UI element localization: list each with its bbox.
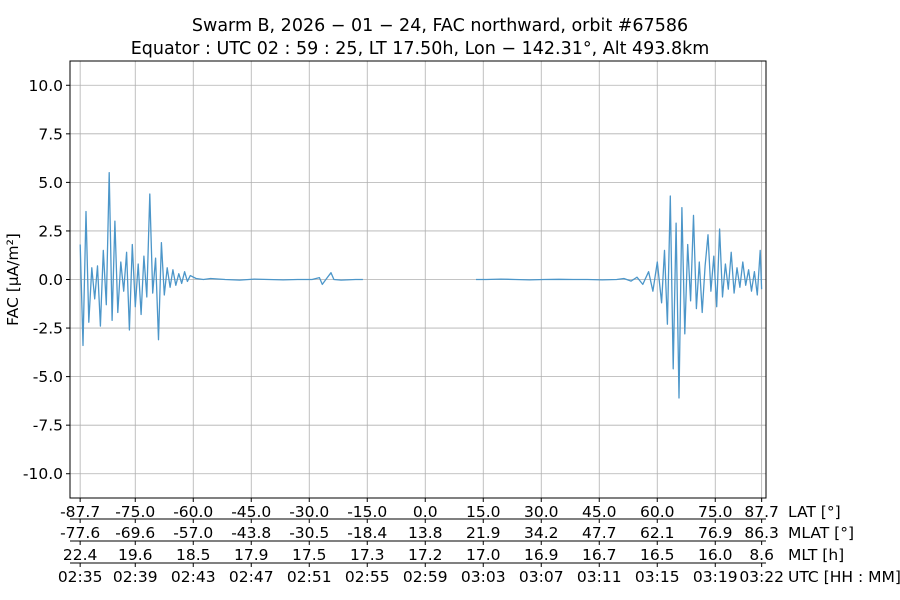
x-tick-label: -30.0 bbox=[289, 503, 329, 521]
x-tick-label: 62.1 bbox=[640, 524, 675, 542]
x-tick-label: -43.8 bbox=[231, 524, 271, 542]
x-axis-label: LAT [°] bbox=[788, 503, 841, 521]
y-tick-label: -7.5 bbox=[33, 417, 63, 435]
x-tick-label: 16.0 bbox=[698, 546, 733, 564]
x-tick-label: 02:59 bbox=[403, 568, 448, 586]
x-tick-label: 87.7 bbox=[744, 503, 779, 521]
y-tick-label: 10.0 bbox=[28, 77, 63, 95]
x-tick-label: 45.0 bbox=[582, 503, 617, 521]
x-tick-label: 03:07 bbox=[519, 568, 564, 586]
fac-series-line bbox=[79, 172, 363, 347]
x-tick-label: 03:15 bbox=[635, 568, 680, 586]
x-tick-label: -60.0 bbox=[173, 503, 213, 521]
x-tick-label: 76.9 bbox=[698, 524, 733, 542]
x-tick-label: 17.5 bbox=[292, 546, 327, 564]
x-tick-label: 02:43 bbox=[171, 568, 216, 586]
y-axis: -10.0 -7.5 -5.0 -2.5 0.0 2.5 5.0 7.5 10.0 bbox=[23, 77, 70, 483]
x-tick-label: 03:19 bbox=[693, 568, 738, 586]
x-tick-label: 03:03 bbox=[461, 568, 506, 586]
x-tick-label: 13.8 bbox=[408, 524, 443, 542]
x-tick-label: 22.4 bbox=[63, 546, 98, 564]
chart-title: Swarm B, 2026 − 01 − 24, FAC northward, … bbox=[192, 16, 688, 36]
x-tick-label: 30.0 bbox=[524, 503, 559, 521]
x-tick-label: 17.0 bbox=[466, 546, 501, 564]
x-tick-label: -75.0 bbox=[115, 503, 155, 521]
x-tick-label: 47.7 bbox=[582, 524, 617, 542]
x-tick-label: 21.9 bbox=[466, 524, 501, 542]
y-tick-label: 2.5 bbox=[38, 222, 63, 240]
x-tick-label: 03:22 bbox=[739, 568, 784, 586]
x-tick-label: -87.7 bbox=[60, 503, 100, 521]
x-tick-label: 15.0 bbox=[466, 503, 501, 521]
x-tick-label: -18.4 bbox=[347, 524, 387, 542]
x-tick-label: 17.9 bbox=[234, 546, 269, 564]
chart-subtitle: Equator : UTC 02 : 59 : 25, LT 17.50h, L… bbox=[131, 39, 710, 59]
x-tick-label: 02:55 bbox=[345, 568, 390, 586]
x-tick-label: -15.0 bbox=[347, 503, 387, 521]
x-tick-label: -57.0 bbox=[173, 524, 213, 542]
x-tick-label: 60.0 bbox=[640, 503, 675, 521]
x-tick-label: 16.9 bbox=[524, 546, 559, 564]
x-tick-label: -45.0 bbox=[231, 503, 271, 521]
x-tick-label: 0.0 bbox=[413, 503, 438, 521]
x-axis-label: MLT [h] bbox=[788, 546, 844, 564]
x-tick-label: 16.5 bbox=[640, 546, 675, 564]
x-tick-label: 16.7 bbox=[582, 546, 617, 564]
plot-area bbox=[79, 172, 763, 399]
x-tick-label: 34.2 bbox=[524, 524, 559, 542]
x-tick-label: 02:35 bbox=[58, 568, 103, 586]
x-axes: -87.7 -75.0 -60.0 -45.0 -30.0 -15.0 0.0 15.0 30.… bbox=[58, 497, 900, 586]
fac-series-line bbox=[476, 195, 763, 399]
y-tick-label: 5.0 bbox=[38, 174, 63, 192]
x-axis-label: MLAT [°] bbox=[788, 524, 854, 542]
y-tick-label: 7.5 bbox=[38, 125, 63, 143]
x-tick-label: 02:47 bbox=[229, 568, 274, 586]
y-tick-label: -10.0 bbox=[23, 465, 63, 483]
y-tick-label: 0.0 bbox=[38, 271, 63, 289]
x-tick-label: 18.5 bbox=[176, 546, 211, 564]
x-tick-label: 86.3 bbox=[744, 524, 779, 542]
x-tick-label: -69.6 bbox=[115, 524, 155, 542]
y-tick-label: -2.5 bbox=[33, 320, 63, 338]
x-tick-label: 02:51 bbox=[287, 568, 332, 586]
x-tick-label: -77.6 bbox=[60, 524, 100, 542]
x-tick-label: 17.3 bbox=[350, 546, 385, 564]
x-tick-label: 02:39 bbox=[113, 568, 158, 586]
x-tick-label: 75.0 bbox=[698, 503, 733, 521]
x-tick-label: 17.2 bbox=[408, 546, 443, 564]
y-tick-label: -5.0 bbox=[33, 368, 63, 386]
x-axis-label: UTC [HH : MM] bbox=[788, 568, 900, 586]
x-tick-label: 8.6 bbox=[749, 546, 774, 564]
x-tick-label: -30.5 bbox=[289, 524, 329, 542]
y-axis-label: FAC [μA/m²] bbox=[4, 233, 22, 326]
x-tick-label: 03:11 bbox=[577, 568, 622, 586]
x-tick-label: 19.6 bbox=[118, 546, 153, 564]
